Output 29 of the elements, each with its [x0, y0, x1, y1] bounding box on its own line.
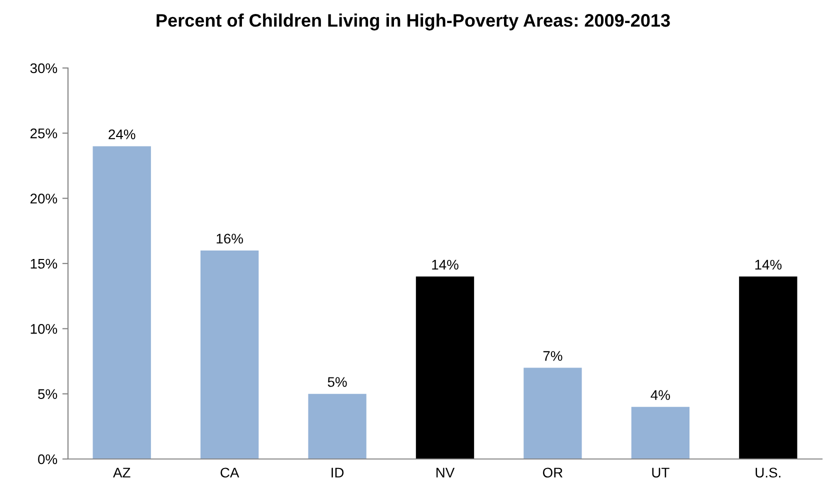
y-tick-label: 30% — [30, 63, 58, 74]
data-label: 7% — [543, 351, 562, 361]
bar — [739, 276, 798, 459]
bar — [524, 368, 582, 459]
data-label: 4% — [650, 390, 670, 400]
bar — [92, 146, 151, 459]
x-tick-label: NV — [436, 468, 455, 478]
y-tick-label: 10% — [30, 324, 58, 334]
data-label: 16% — [216, 234, 243, 244]
data-label: 24% — [108, 129, 136, 140]
x-tick-label: CA — [220, 468, 240, 478]
y-tick-label: 0% — [38, 454, 58, 464]
y-tick-label: 25% — [30, 128, 58, 138]
x-tick-label: OR — [542, 468, 562, 478]
bar — [631, 406, 690, 459]
y-tick-label: 15% — [30, 258, 58, 269]
bar — [308, 394, 366, 459]
x-tick-label: ID — [332, 468, 344, 478]
x-tick-label: UT — [652, 468, 670, 478]
bar — [200, 250, 259, 459]
x-tick-label: U.S. — [756, 468, 780, 478]
chart-title: Percent of Children Living in High-Poverty Areas: 2009-2013 — [156, 14, 670, 30]
bar — [416, 276, 474, 459]
x-tick-label: AZ — [113, 468, 130, 478]
data-label: 14% — [755, 260, 782, 270]
y-tick-label: 20% — [30, 194, 58, 204]
y-tick-label: 5% — [38, 389, 58, 400]
data-label: 5% — [328, 377, 347, 387]
data-label: 14% — [432, 260, 458, 270]
